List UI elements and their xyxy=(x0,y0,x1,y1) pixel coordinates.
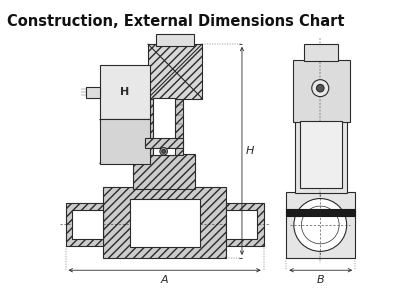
Bar xyxy=(295,121,347,193)
Bar xyxy=(99,65,149,119)
Circle shape xyxy=(312,80,329,97)
Bar xyxy=(66,203,103,246)
Bar xyxy=(304,44,338,61)
Text: H: H xyxy=(246,146,254,156)
Bar xyxy=(103,187,226,258)
Text: B: B xyxy=(317,275,324,285)
Bar xyxy=(145,98,183,155)
Bar xyxy=(226,203,264,246)
Bar xyxy=(293,60,349,122)
Bar xyxy=(99,119,149,164)
Circle shape xyxy=(162,150,166,153)
Bar xyxy=(72,210,103,239)
Bar xyxy=(130,199,200,247)
Bar xyxy=(145,138,183,148)
Bar xyxy=(134,154,195,189)
Bar xyxy=(286,209,355,217)
Bar xyxy=(226,210,257,239)
Circle shape xyxy=(160,148,167,155)
Bar xyxy=(156,35,194,46)
Circle shape xyxy=(294,199,347,251)
Text: Construction, External Dimensions Chart: Construction, External Dimensions Chart xyxy=(7,14,344,29)
Bar xyxy=(148,44,202,99)
Bar xyxy=(286,192,355,258)
Text: A: A xyxy=(161,275,168,285)
Bar xyxy=(300,121,342,188)
Bar xyxy=(86,87,99,98)
Circle shape xyxy=(317,84,324,92)
Text: H: H xyxy=(120,87,129,97)
Bar xyxy=(153,98,175,155)
